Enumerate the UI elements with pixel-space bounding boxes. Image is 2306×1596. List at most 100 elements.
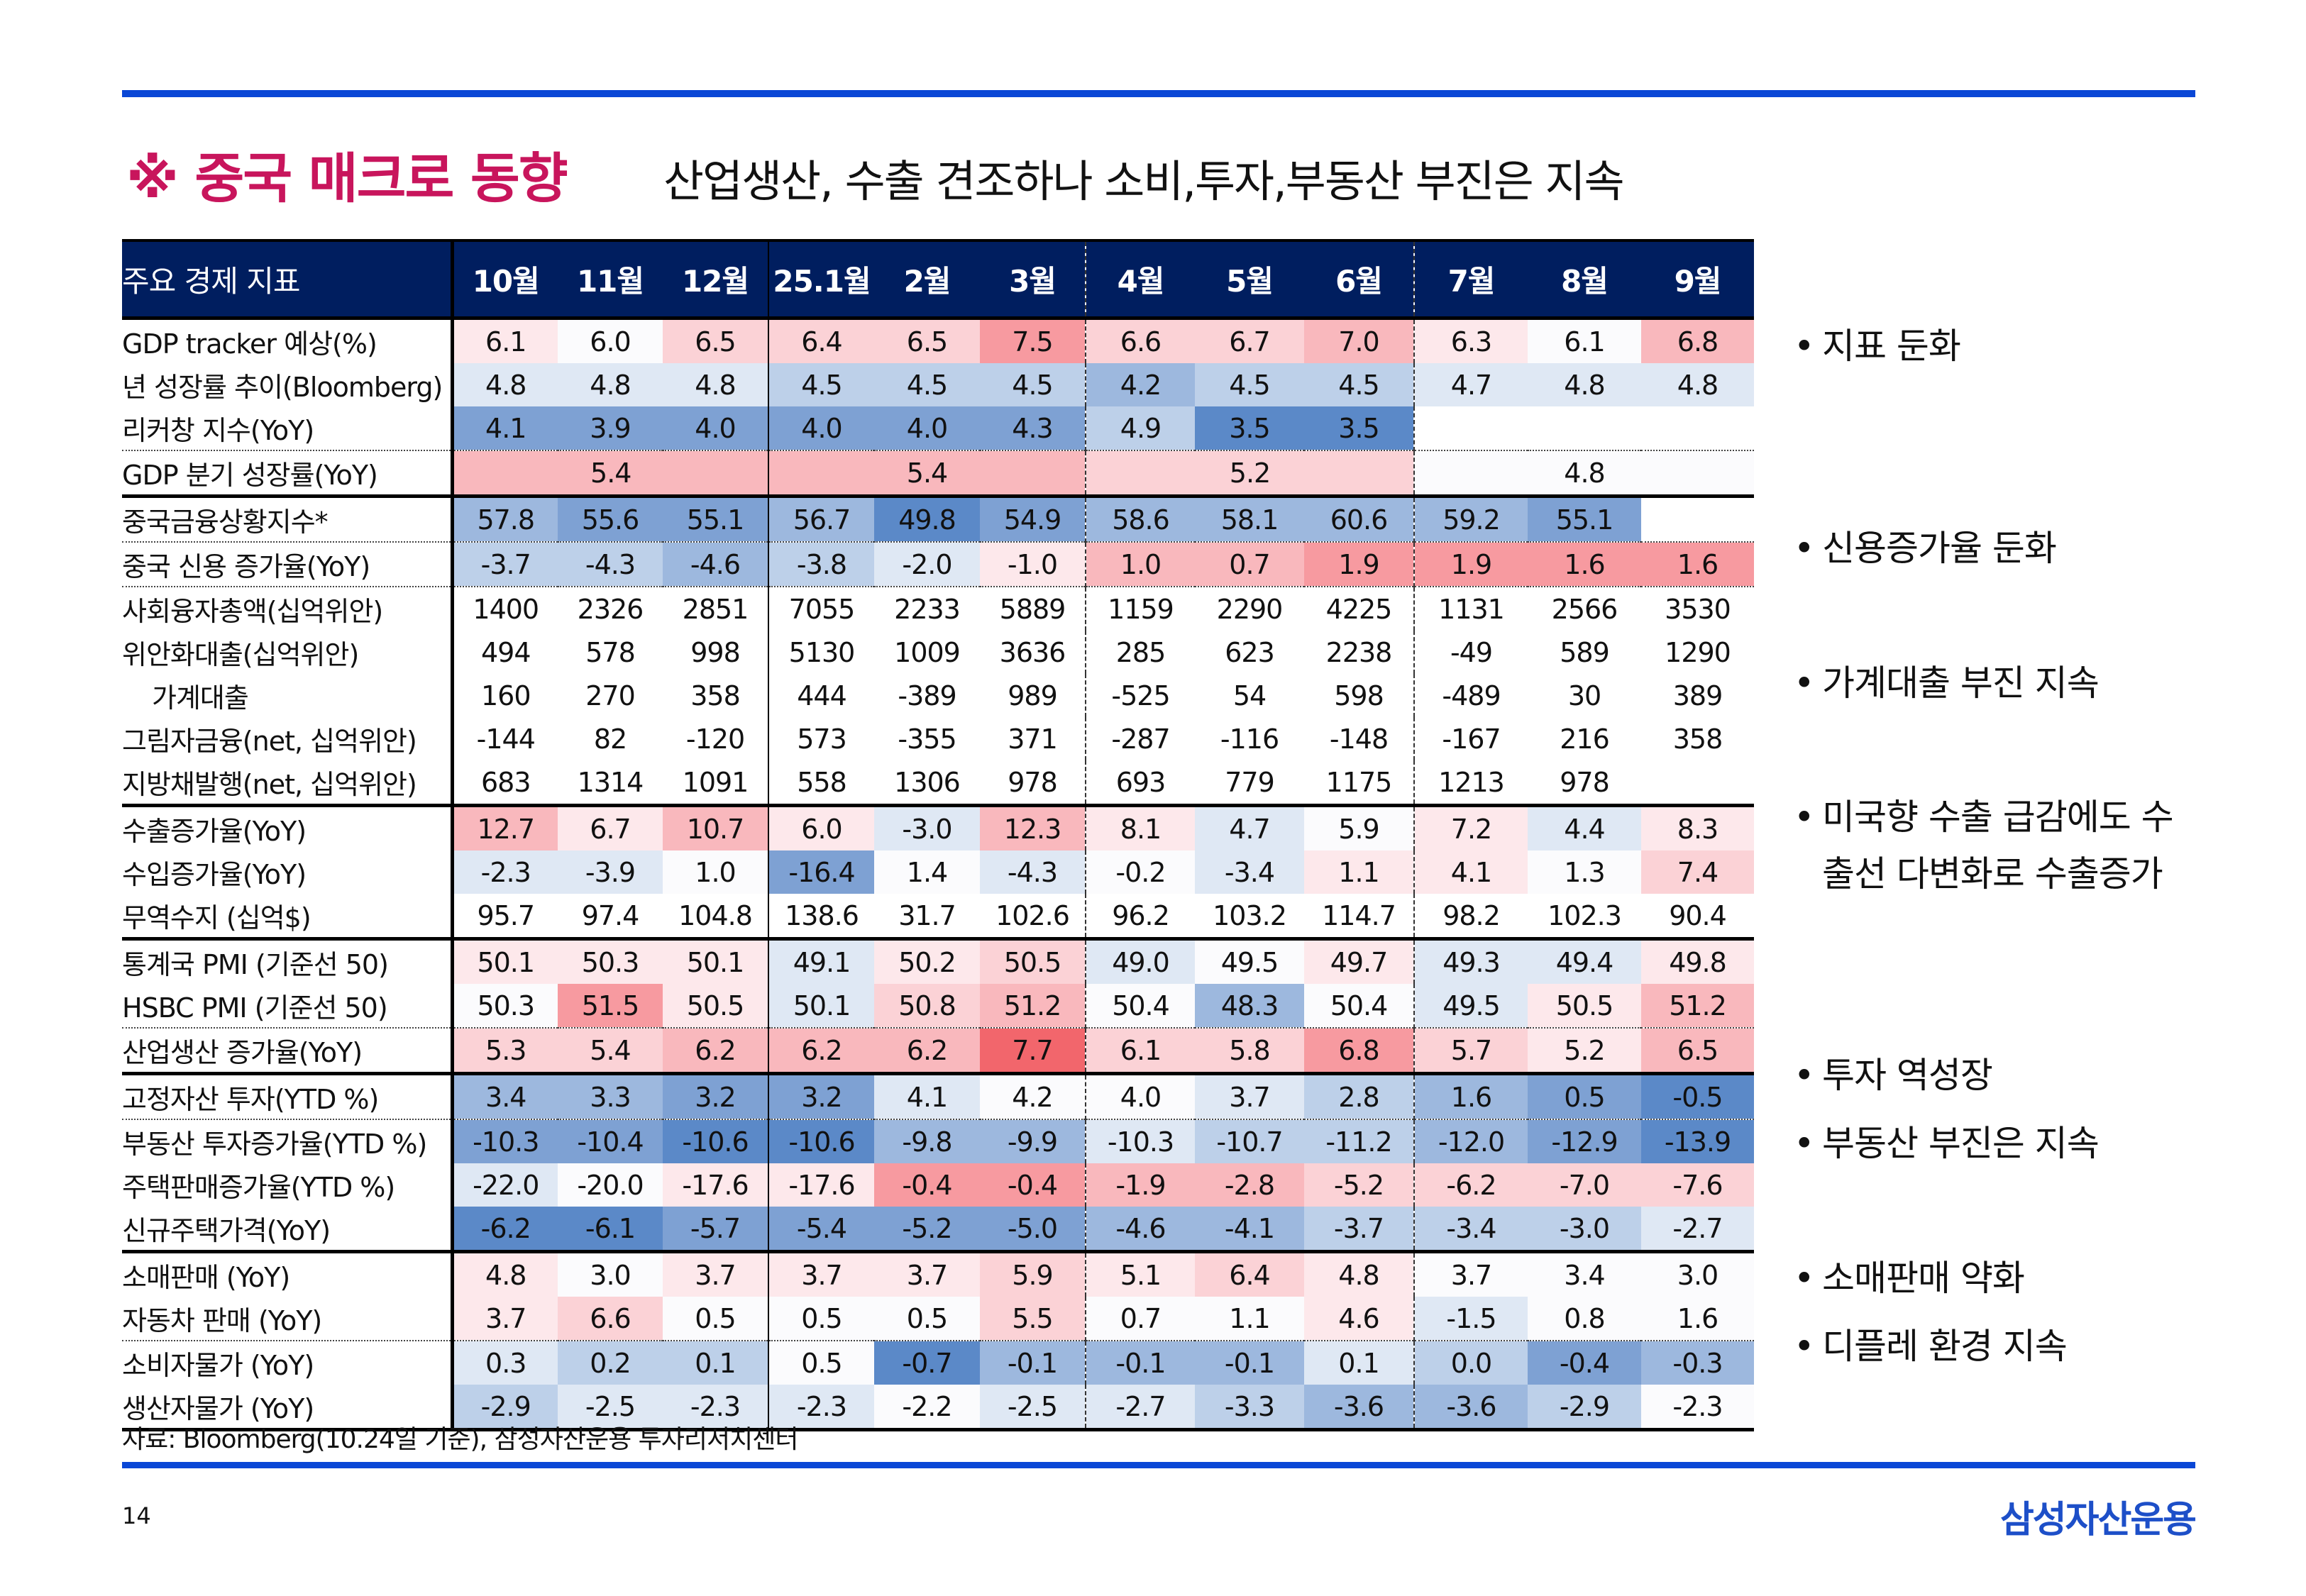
value-cell: 12.3 [980,805,1086,850]
value-cell: 31.7 [874,894,980,941]
value-cell: 6.0 [558,318,663,363]
indicator-table: 주요 경제 지표 10월 11월 12월 25.1월 2월 3월 4월 5월 6월 7월 8월 9월 … [122,239,1754,1431]
value-cell: 4.8 [663,363,768,406]
page-subtitle: 산업생산, 수출 견조하나 소비,투자,부동산 부진은 지속 [663,155,1625,207]
table-row: GDP 분기 성장률(YoY) 5.4 5.4 5.2 4.8 [122,450,1754,498]
value-cell: -12.9 [1528,1119,1641,1163]
table-row: 년 성장률 추이(Bloomberg) 4.8 4.8 4.8 4.5 4.5 4.5 4.2… [122,363,1754,406]
value-cell: 50.4 [1085,984,1195,1029]
value-cell: 3.7 [450,1297,558,1341]
value-cell: -0.4 [980,1163,1086,1207]
value-cell: 12.7 [450,805,558,850]
value-cell: 683 [450,760,558,807]
value-cell: 4.9 [1085,406,1195,451]
value-cell: 4.8 [450,1251,558,1297]
value-cell: 160 [450,674,558,717]
value-cell: -4.3 [558,542,663,587]
value-cell: 494 [450,631,558,674]
value-cell: 4.8 [450,363,558,406]
value-cell: 1091 [663,760,768,807]
value-cell: 30 [1567,680,1601,711]
value-cell: -2.9 [450,1385,558,1431]
value-cell: 49.8 [1641,938,1754,984]
value-cell: 1213 [1413,760,1528,807]
value-cell: 7.5 [980,318,1086,363]
value-cell: 4.7 [1413,363,1528,406]
value-cell: -2.3 [663,1385,768,1431]
bullet-dot-icon: • [1794,1258,1815,1299]
row-label: GDP 분기 성장률(YoY) [122,450,452,498]
value-cell: 4.8 [558,363,663,406]
value-cell: 50.8 [874,984,980,1029]
value-cell [1413,406,1528,451]
value-cell: 978 [1528,760,1641,807]
value-cell: 49.5 [1195,938,1304,984]
column-header-1: 10월 [450,239,558,320]
value-cell: -4.6 [663,542,768,587]
value-cell: -22.0 [450,1163,558,1207]
value-cell: 49.8 [874,496,980,543]
row-label: 생산자물가 (YoY) [122,1385,452,1431]
value-cell: -10.4 [558,1119,663,1163]
column-header-8: 5월 [1195,239,1304,320]
value-cell: 6.8 [1641,318,1754,363]
value-cell: 4.7 [1195,805,1304,850]
value-cell: 55.6 [558,496,663,543]
value-cell: -6.1 [558,1207,663,1253]
value-cell: 60.6 [1304,496,1414,543]
value-cell: 57.8 [450,496,558,543]
value-cell: 989 [1008,680,1058,711]
value-cell: 1.3 [1528,850,1641,894]
value-cell: 1009 [894,636,961,668]
bullet-text: 가계대출 부진 지속 [1822,663,2100,704]
value-cell: 216 [1560,723,1610,755]
value-cell: -6.2 [450,1207,558,1253]
value-cell: 3.2 [768,1073,874,1120]
column-header-11: 8월 [1528,239,1641,320]
value-cell: 1131 [1413,587,1528,631]
value-cell: -389 [898,680,956,711]
value-cell: -10.6 [768,1119,874,1163]
value-cell: 1306 [874,760,980,807]
value-cell: -3.6 [1413,1385,1528,1431]
bullet-text: 미국향 수출 급감에도 수 [1822,797,2174,838]
value-cell: 6.8 [1304,1028,1414,1075]
value-cell: 0.8 [1528,1297,1641,1341]
value-cell: -2.5 [558,1385,663,1431]
value-cell: 998 [690,636,741,668]
row-label: 부동산 투자증가율(YTD %) [122,1129,427,1160]
value-cell: 6.5 [874,318,980,363]
value-cell: 371 [1008,723,1058,755]
table-row: 산업생산 증가율(YoY) 5.3 5.4 6.2 6.2 6.2 7.7 6.1 5.8 6.8… [122,1028,1754,1075]
value-cell: -11.2 [1304,1119,1414,1163]
table-row: 위안화대출(십억위안) 494 578 998 5130 1009 3636 285 623 22… [122,631,1754,674]
value-cell: 598 [1334,680,1384,711]
row-label: 소비자물가 (YoY) [122,1350,314,1381]
value-cell: -49 [1413,631,1528,674]
value-cell: 6.0 [768,805,874,850]
value-cell: 5.1 [1085,1251,1195,1297]
bullet-item: • 신용증가율 둔화 [1794,520,2057,577]
value-cell: 54 [1232,680,1267,711]
value-cell: 4.5 [1304,363,1414,406]
value-cell: 578 [585,636,636,668]
value-cell: -20.0 [558,1163,663,1207]
value-cell: 50.3 [558,938,663,984]
value-cell: 3636 [999,636,1066,668]
value-cell: 55.1 [1528,496,1641,543]
bullet-dot-icon: • [1794,1055,1815,1096]
value-cell: -2.9 [1528,1385,1641,1431]
value-cell: 6.5 [1641,1028,1754,1075]
bullet-item: • 지표 둔화 [1794,318,1961,375]
value-cell: -5.2 [1304,1163,1414,1207]
value-cell: 114.7 [1304,894,1414,941]
value-cell: 3.4 [1528,1251,1641,1297]
bullet-text: 투자 역성장 [1822,1055,1993,1096]
value-cell: -120 [685,723,745,755]
value-cell: 54.9 [980,496,1086,543]
value-cell: 0.5 [768,1297,874,1341]
value-cell: -0.7 [874,1341,980,1385]
value-cell: 1.6 [1641,542,1754,587]
value-cell: 0.0 [1413,1341,1528,1385]
value-cell: 104.8 [663,894,768,941]
